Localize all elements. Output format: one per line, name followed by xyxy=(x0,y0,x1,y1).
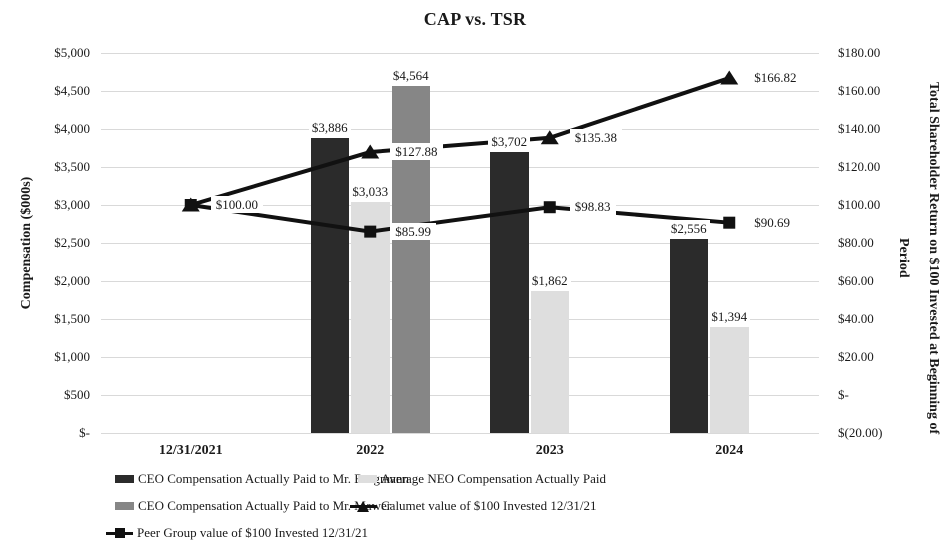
left-axis-tick-label: $2,500 xyxy=(54,235,90,250)
chart-title: CAP vs. TSR xyxy=(423,9,527,29)
legend-item-peer-group-line: Peer Group value of $100 Invested 12/31/… xyxy=(106,524,368,542)
bar-s1-c2 xyxy=(530,291,569,433)
legend-label: CEO Compensation Actually Paid to Mr. Bo… xyxy=(138,471,409,486)
legend-bar-swatch-light-icon xyxy=(358,475,377,483)
left-axis-tick-label: $2,000 xyxy=(54,273,90,288)
line-data-label: $85.99 xyxy=(390,222,436,240)
gridline xyxy=(101,128,819,130)
gridline xyxy=(101,318,819,320)
left-axis-tick-label: $5,000 xyxy=(54,45,90,60)
bar-s0-c3 xyxy=(669,238,708,433)
line-data-label: $90.69 xyxy=(749,213,795,231)
left-axis-tick-label: $1,500 xyxy=(54,311,90,326)
bar-data-label-text: $3,033 xyxy=(349,183,392,201)
right-axis-tick-label: $80.00 xyxy=(838,235,874,250)
legend-line-triangle-marker-icon xyxy=(350,500,377,513)
gridline xyxy=(101,90,819,92)
right-axis-tick-label: $- xyxy=(838,387,849,402)
gridline xyxy=(101,204,819,206)
bar-data-label-text: $4,564 xyxy=(389,67,432,85)
gridline xyxy=(101,166,819,168)
right-axis-tick-label: $100.00 xyxy=(838,197,881,212)
left-axis-tick-label: $3,500 xyxy=(54,159,90,174)
bar-data-label: $1,862 xyxy=(510,272,590,290)
bar-data-label: $3,702 xyxy=(469,132,549,151)
bar-s0-c1 xyxy=(310,137,349,433)
line-data-label: $166.82 xyxy=(749,69,802,87)
legend-bar-swatch-dark-icon xyxy=(115,475,134,483)
right-axis-title: Total Shareholder Return on $100 Investe… xyxy=(888,36,948,480)
bar-data-label: $3,033 xyxy=(330,183,410,201)
x-axis-category-label: 12/31/2021 xyxy=(158,443,223,458)
left-axis-tick-label: $500 xyxy=(64,387,90,402)
triangle-marker-icon xyxy=(357,500,369,512)
bar-data-label-text: $1,862 xyxy=(528,272,571,290)
legend-label: Peer Group value of $100 Invested 12/31/… xyxy=(137,525,369,540)
legend-label: Average NEO Compensation Actually Paid xyxy=(381,471,607,486)
right-axis-tick-label: $140.00 xyxy=(838,121,881,136)
legend-item-ceo-mawer: CEO Compensation Actually Paid to Mr. Ma… xyxy=(115,497,391,515)
right-axis-tick-label: $40.00 xyxy=(838,311,874,326)
left-axis-tick-label: $1,000 xyxy=(54,349,90,364)
bar-s1-c1 xyxy=(351,202,390,433)
gridline xyxy=(101,280,819,282)
left-axis-tick-label: $4,500 xyxy=(54,83,90,98)
triangle-marker xyxy=(720,70,739,85)
gridline xyxy=(101,52,819,54)
square-marker-icon xyxy=(114,528,125,538)
x-axis-category-label: 2023 xyxy=(535,443,564,458)
right-axis-tick-label: $20.00 xyxy=(838,349,874,364)
square-marker xyxy=(543,201,556,214)
line-series-0 xyxy=(190,76,730,207)
bar-data-label: $2,556 xyxy=(649,219,729,238)
legend-bar-swatch-gray-icon xyxy=(115,502,134,510)
bar-s1-c3 xyxy=(710,327,749,433)
right-axis-tick-label: $160.00 xyxy=(838,83,881,98)
bar-s0-c2 xyxy=(490,151,529,433)
square-marker xyxy=(364,225,377,238)
triangle-marker xyxy=(361,144,380,159)
line-data-label: $98.83 xyxy=(569,198,616,216)
gridline xyxy=(101,242,819,244)
gridline xyxy=(101,356,819,358)
legend-item-ceo-borgmann: CEO Compensation Actually Paid to Mr. Bo… xyxy=(115,470,409,488)
bar-data-label-text: $1,394 xyxy=(708,308,751,326)
bar-data-label: $3,886 xyxy=(290,118,370,137)
right-axis-tick-label: $(20.00) xyxy=(838,425,883,440)
legend-label: Calumet value of $100 Invested 12/31/21 xyxy=(381,498,597,513)
left-axis-tick-label: $- xyxy=(79,425,90,440)
line-data-label: $127.88 xyxy=(390,143,443,161)
left-axis-tick-label: $4,000 xyxy=(54,121,90,136)
right-axis-tick-label: $60.00 xyxy=(838,273,874,288)
line-series-1 xyxy=(190,203,730,234)
legend-item-calumet-line: Calumet value of $100 Invested 12/31/21 xyxy=(350,497,597,515)
bar-data-label: $1,394 xyxy=(689,308,769,326)
bar-data-label: $4,564 xyxy=(371,67,451,85)
triangle-marker xyxy=(540,130,559,145)
line-data-label: $100.00 xyxy=(210,196,263,213)
legend-line-square-marker-icon xyxy=(106,527,133,540)
legend-label: CEO Compensation Actually Paid to Mr. Ma… xyxy=(138,498,392,513)
line-data-label: $135.38 xyxy=(569,128,622,146)
gridline xyxy=(101,432,819,434)
gridline xyxy=(101,394,819,396)
legend-item-avg-neo: Average NEO Compensation Actually Paid xyxy=(358,470,606,488)
right-axis-tick-label: $120.00 xyxy=(838,159,881,174)
square-marker xyxy=(184,199,197,211)
bar-data-label-text: $3,886 xyxy=(308,118,351,136)
right-axis-title-line-1: Total Shareholder Return on $100 Investe… xyxy=(926,81,941,435)
x-axis-category-label: 2024 xyxy=(715,443,744,458)
right-axis-title-line-2: Period xyxy=(896,238,911,278)
x-axis-category-label: 2022 xyxy=(356,443,385,458)
square-marker xyxy=(723,216,736,229)
right-axis-tick-label: $180.00 xyxy=(838,45,881,60)
bar-data-label-text: $2,556 xyxy=(667,219,710,237)
left-axis-tick-label: $3,000 xyxy=(54,197,90,212)
bar-data-label-text: $3,702 xyxy=(488,132,531,150)
